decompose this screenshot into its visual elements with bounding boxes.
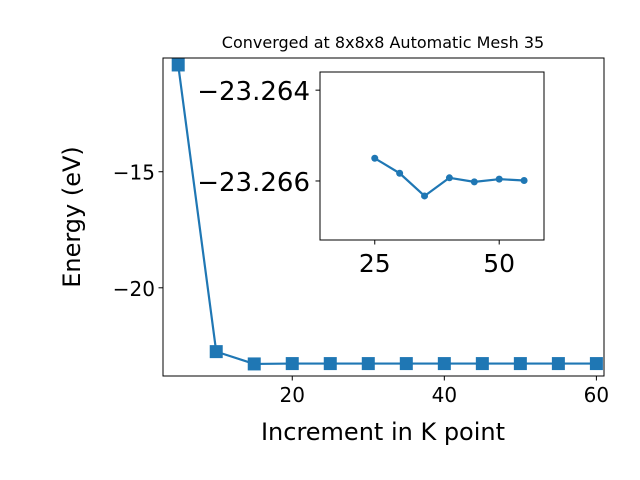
inset-data-point [495, 175, 503, 183]
inset-data-point [445, 174, 453, 182]
main-data-point [361, 357, 375, 371]
inset-x-tick-label: 50 [483, 249, 515, 278]
main-x-tick-label: 20 [280, 383, 305, 407]
main-x-tick-label: 60 [584, 383, 609, 407]
inset-data-point [371, 154, 379, 162]
inset-y-tick-label: −23.264 [197, 77, 310, 107]
inset-data-point [520, 177, 528, 185]
inset-x-tick-label: 25 [359, 249, 391, 278]
main-data-point [437, 357, 451, 371]
inset-series-group [371, 154, 528, 200]
main-plot: 20 40 60 −15 −20 Converged at 8x8x8 Automatic… [58, 33, 609, 446]
main-y-tick-label: −15 [113, 161, 155, 185]
main-data-point [589, 357, 603, 371]
main-data-point [399, 357, 413, 371]
main-data-point [551, 357, 565, 371]
main-data-point [247, 357, 261, 371]
main-data-point [285, 357, 299, 371]
main-x-tick-label: 40 [432, 383, 457, 407]
inset-axes-group: 25 50 −23.266 −23.264 [197, 71, 545, 278]
main-data-point [513, 357, 527, 371]
inset-background [320, 72, 544, 240]
inset-axes-frame [319, 71, 545, 241]
main-data-point [323, 357, 337, 371]
chart-title: Converged at 8x8x8 Automatic Mesh 35 [222, 33, 544, 52]
inset-data-point [421, 192, 429, 200]
inset-plot: 25 50 −23.266 −23.264 [197, 71, 545, 278]
inset-data-point [470, 178, 478, 186]
main-axes-frame [162, 57, 605, 377]
inset-data-point [396, 169, 404, 177]
x-axis-label: Increment in K point [261, 418, 505, 446]
main-data-point [171, 58, 185, 72]
y-axis-label: Energy (eV) [58, 146, 86, 288]
main-y-tick-label: −20 [113, 277, 155, 301]
main-data-point [475, 357, 489, 371]
inset-y-tick-label: −23.266 [197, 168, 310, 198]
main-data-point [209, 345, 223, 359]
